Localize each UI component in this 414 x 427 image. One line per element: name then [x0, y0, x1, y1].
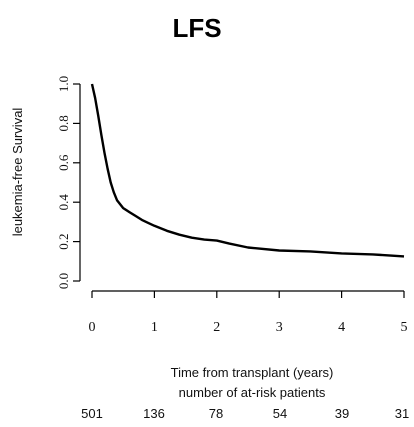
- risk-count: 54: [273, 406, 287, 421]
- risk-count: 31: [395, 406, 409, 421]
- series-curve: [90, 83, 405, 258]
- x-tick-label: 3: [276, 320, 283, 335]
- x-ticks: 0 1 2 3 4 5: [89, 291, 408, 335]
- x-tick-label: 2: [213, 320, 220, 335]
- y-tick-label: 0.8: [56, 115, 71, 131]
- x-tick-label: 0: [89, 320, 96, 335]
- risk-count: 78: [209, 406, 223, 421]
- x-tick-label: 5: [401, 320, 408, 335]
- chart-title: LFS: [172, 13, 221, 43]
- y-ticks: 0.0 0.2 0.4 0.6 0.8 1.0: [56, 76, 80, 289]
- y-tick-label: 0.6: [56, 154, 71, 171]
- risk-count: 501: [81, 406, 103, 421]
- y-tick-label: 1.0: [56, 76, 71, 92]
- y-tick-label: 0.0: [56, 273, 71, 289]
- risk-table-title: number of at-risk patients: [179, 385, 326, 400]
- y-axis-label: leukemia-free Survival: [10, 108, 25, 237]
- axes: [79, 84, 404, 292]
- x-tick-label: 4: [338, 320, 345, 335]
- x-tick-label: 1: [151, 320, 158, 335]
- y-tick-label: 0.2: [56, 233, 71, 249]
- risk-table: 501 136 78 54 39 31: [81, 406, 409, 421]
- x-axis-label: Time from transplant (years): [171, 365, 334, 380]
- risk-count: 39: [335, 406, 349, 421]
- y-tick-label: 0.4: [56, 194, 71, 211]
- risk-count: 136: [143, 406, 165, 421]
